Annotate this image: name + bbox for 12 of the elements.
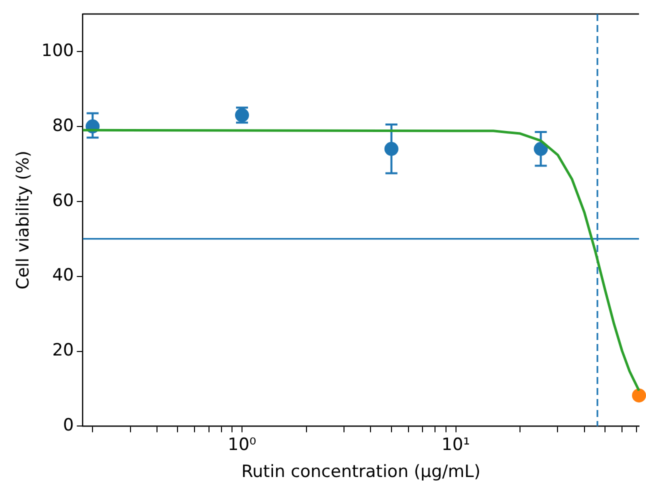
x-tick-label: 10¹ (442, 434, 470, 455)
y-tick-label: 20 (52, 340, 74, 361)
y-tick-label: 40 (52, 266, 74, 286)
point (534, 142, 548, 156)
y-tick-label: 0 (63, 416, 74, 436)
y-tick-label: 80 (52, 116, 74, 136)
x-axis-title: Rutin concentration (µg/mL) (241, 462, 481, 482)
y-tick-label: 60 (52, 190, 74, 211)
y-axis-title: Cell viability (%) (14, 150, 34, 290)
x-tick-label: 10⁰ (228, 434, 256, 455)
y-tick-label: 100 (41, 40, 74, 61)
point (384, 142, 398, 156)
